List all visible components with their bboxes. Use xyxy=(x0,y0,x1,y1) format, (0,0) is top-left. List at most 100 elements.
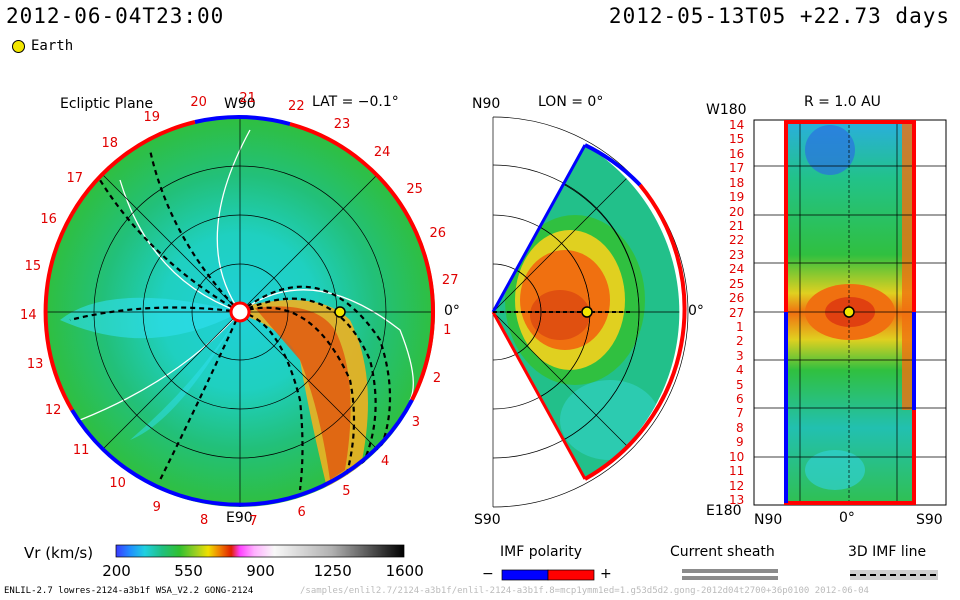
imf-positive-swatch xyxy=(547,569,595,581)
map-y-number: 5 xyxy=(736,377,744,392)
map-blue-patch xyxy=(805,125,855,175)
meridional-lon-label: LON = 0° xyxy=(538,94,604,110)
earth-legend-label: Earth xyxy=(31,38,74,54)
path-info: /samples/enlil2.7/2124-a3b1f/enlil-2124-… xyxy=(300,586,869,596)
ecliptic-lat-label: LAT = −0.1° xyxy=(312,94,399,110)
map-y-number: 24 xyxy=(729,262,745,277)
map-y-number: 11 xyxy=(729,464,745,479)
rim-number: 19 xyxy=(143,110,161,126)
meridional-s90-label: S90 xyxy=(474,512,501,528)
rim-number: 15 xyxy=(24,258,42,274)
colorbar-tick: 1250 xyxy=(313,562,352,580)
map-y-number: 27 xyxy=(729,305,745,320)
imf-line-title: 3D IMF line xyxy=(848,544,927,560)
rim-number: 27 xyxy=(441,273,459,289)
map-y-number: 13 xyxy=(729,493,745,507)
rim-number: 5 xyxy=(342,484,351,500)
map-w180-label: W180 xyxy=(706,102,747,118)
rim-number: 10 xyxy=(109,475,126,491)
rim-number: 2 xyxy=(432,370,442,386)
map-y-number: 10 xyxy=(729,449,745,464)
meridional-core xyxy=(530,290,590,340)
map-s90-label: S90 xyxy=(916,512,943,528)
earth-marker-meridional xyxy=(581,306,593,318)
map-y-number: 18 xyxy=(729,175,745,190)
latlon-map-plot xyxy=(753,119,947,506)
stream-core xyxy=(255,306,351,480)
map-y-number: 8 xyxy=(736,420,744,435)
rim-number: 6 xyxy=(297,504,306,520)
rim-number: 18 xyxy=(101,135,119,151)
map-y-number: 12 xyxy=(729,478,745,493)
ecliptic-plane-plot xyxy=(43,115,436,507)
earth-marker-map xyxy=(843,306,855,318)
model-info: ENLIL-2.7 lowres-2124-a3b1f WSA_V2.2 GON… xyxy=(4,586,254,596)
meridional-edge-north xyxy=(491,144,587,313)
map-cyan-patch xyxy=(805,450,865,490)
rim-number: 1 xyxy=(443,322,452,338)
rim-positive-east xyxy=(289,122,436,401)
map-y-number: 7 xyxy=(736,406,744,421)
map-y-number: 16 xyxy=(729,146,745,161)
map-right-band xyxy=(902,120,914,410)
rim-number: 22 xyxy=(288,98,305,114)
map-radius-label: R = 1.0 AU xyxy=(804,94,881,110)
colorbar-tick: 200 xyxy=(102,562,131,580)
map-y-number: 25 xyxy=(729,276,745,291)
current-time: 2012-06-04T23:00 xyxy=(6,4,225,28)
ecliptic-title: Ecliptic Plane xyxy=(60,96,154,112)
meridional-rim-positive xyxy=(584,183,687,481)
rim-positive-west xyxy=(43,212,74,412)
sun-marker xyxy=(229,301,251,323)
rim-number: 11 xyxy=(72,443,90,458)
map-0deg-label: 0° xyxy=(839,510,855,526)
rim-number: 25 xyxy=(406,182,423,198)
rim-negative-top xyxy=(194,115,291,126)
meridional-0deg-label: 0° xyxy=(688,303,704,319)
earth-marker-ecliptic xyxy=(334,306,346,318)
map-y-number: 20 xyxy=(729,204,745,219)
rim-number: 20 xyxy=(190,95,207,111)
map-y-number: 26 xyxy=(729,291,745,306)
colorbar-tick: 900 xyxy=(246,562,275,580)
rim-number: 4 xyxy=(381,453,390,469)
velocity-colorbar xyxy=(115,544,405,558)
colorbar-tick: 1600 xyxy=(385,562,424,580)
rim-number: 9 xyxy=(152,499,161,515)
rim-number: 16 xyxy=(40,212,57,228)
rim-number: 26 xyxy=(429,225,447,241)
rim-number: 12 xyxy=(44,402,62,418)
rim-number: 23 xyxy=(333,116,351,132)
map-y-number: 19 xyxy=(729,190,745,205)
meridional-cyan xyxy=(560,380,660,460)
ecliptic-0deg-label: 0° xyxy=(444,303,460,319)
imf-minus-label: − xyxy=(482,566,494,582)
imf-negative-swatch xyxy=(501,569,549,581)
rim-positive-nw xyxy=(70,120,196,216)
rim-number: 13 xyxy=(26,356,44,372)
map-y-number: 21 xyxy=(729,218,745,233)
rim-number: 8 xyxy=(200,512,209,528)
current-sheath-title: Current sheath xyxy=(670,544,775,560)
map-y-number: 23 xyxy=(729,247,745,262)
map-y-number: 1 xyxy=(736,319,744,334)
map-y-number: 15 xyxy=(729,132,745,147)
map-e180-label: E180 xyxy=(706,503,742,519)
rim-number: 14 xyxy=(20,307,37,323)
imf-polarity-title: IMF polarity xyxy=(500,544,583,560)
colorbar-label: Vr (km/s) xyxy=(24,544,94,562)
meridional-rim-negative xyxy=(584,143,642,187)
map-y-number: 9 xyxy=(736,435,744,450)
white-contours xyxy=(79,129,414,421)
map-y-number: 3 xyxy=(736,348,744,363)
rim-number: 21 xyxy=(239,91,256,107)
rim-number: 3 xyxy=(411,415,421,431)
meridional-plane-plot xyxy=(491,116,689,508)
rim-number: 17 xyxy=(66,170,84,186)
rim-negative-south xyxy=(70,399,414,507)
map-y-number: 22 xyxy=(729,233,745,248)
ecliptic-e90-label: E90 xyxy=(226,510,253,526)
map-y-number: 2 xyxy=(736,334,744,349)
rim-number: 7 xyxy=(249,514,258,530)
